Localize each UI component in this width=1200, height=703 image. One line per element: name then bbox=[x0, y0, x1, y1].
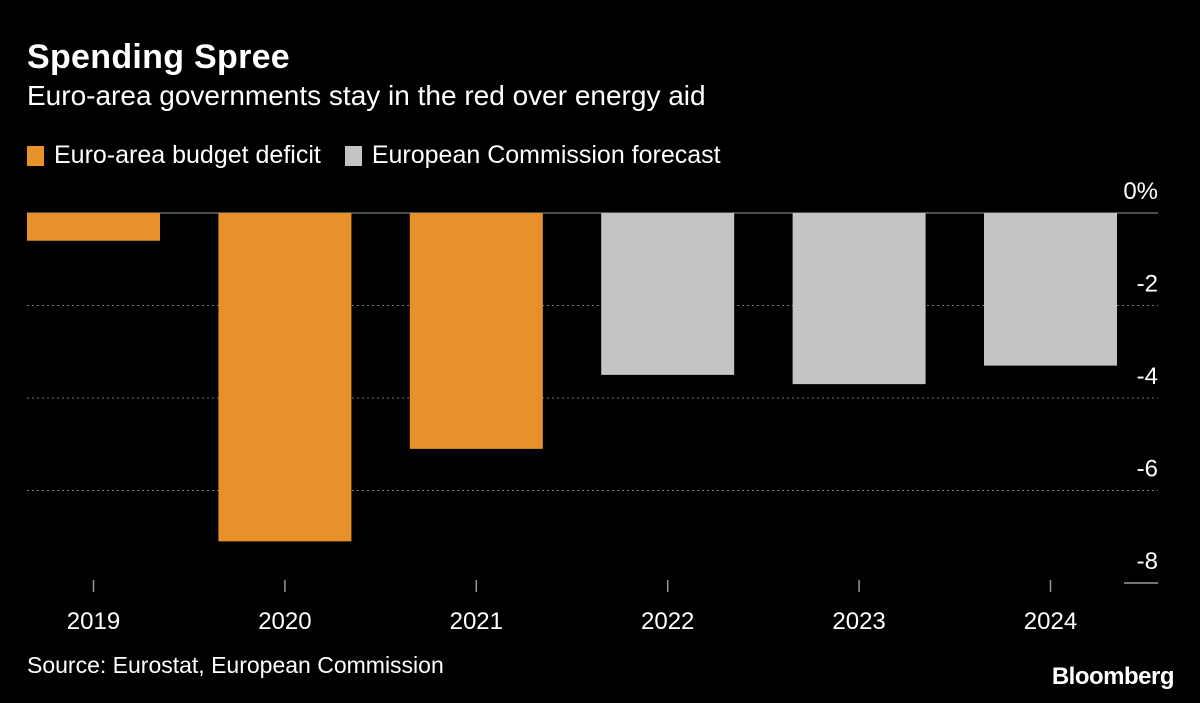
legend-swatch-forecast bbox=[344, 145, 362, 166]
legend-item-forecast: European Commission forecast bbox=[344, 141, 721, 170]
y-tick-label-4: -8 bbox=[1137, 548, 1158, 575]
bar-2020 bbox=[218, 213, 352, 542]
bloomberg-logo: Bloomberg bbox=[1051, 663, 1175, 690]
x-tick-label-2019: 2019 bbox=[67, 608, 120, 635]
y-tick-label-0: 0% bbox=[1123, 178, 1158, 205]
x-tick-label-2022: 2022 bbox=[641, 608, 694, 635]
x-tick-label-2020: 2020 bbox=[258, 608, 311, 635]
bar-2022 bbox=[601, 213, 735, 375]
source-note: Source: Eurostat, European Commission bbox=[27, 652, 444, 678]
legend-label-forecast: European Commission forecast bbox=[371, 141, 721, 169]
y-tick-label-2: -4 bbox=[1137, 363, 1158, 390]
bar-2019 bbox=[27, 213, 160, 241]
legend: Euro-area budget deficit European Commis… bbox=[27, 141, 745, 170]
bar-2024 bbox=[984, 213, 1117, 366]
chart-title: Spending Spree bbox=[27, 38, 291, 76]
x-tick-label-2024: 2024 bbox=[1024, 608, 1077, 635]
x-tick-label-2021: 2021 bbox=[450, 608, 503, 635]
legend-label-actual: Euro-area budget deficit bbox=[54, 141, 321, 169]
chart-subtitle: Euro-area governments stay in the red ov… bbox=[27, 80, 706, 111]
legend-item-actual: Euro-area budget deficit bbox=[27, 141, 321, 170]
y-tick-label-3: -6 bbox=[1137, 456, 1158, 483]
x-tick-label-2023: 2023 bbox=[832, 608, 885, 635]
bar-2021 bbox=[409, 213, 543, 449]
bar-2023 bbox=[792, 213, 926, 385]
legend-swatch-actual bbox=[27, 145, 44, 166]
y-tick-label-1: -2 bbox=[1137, 271, 1158, 298]
